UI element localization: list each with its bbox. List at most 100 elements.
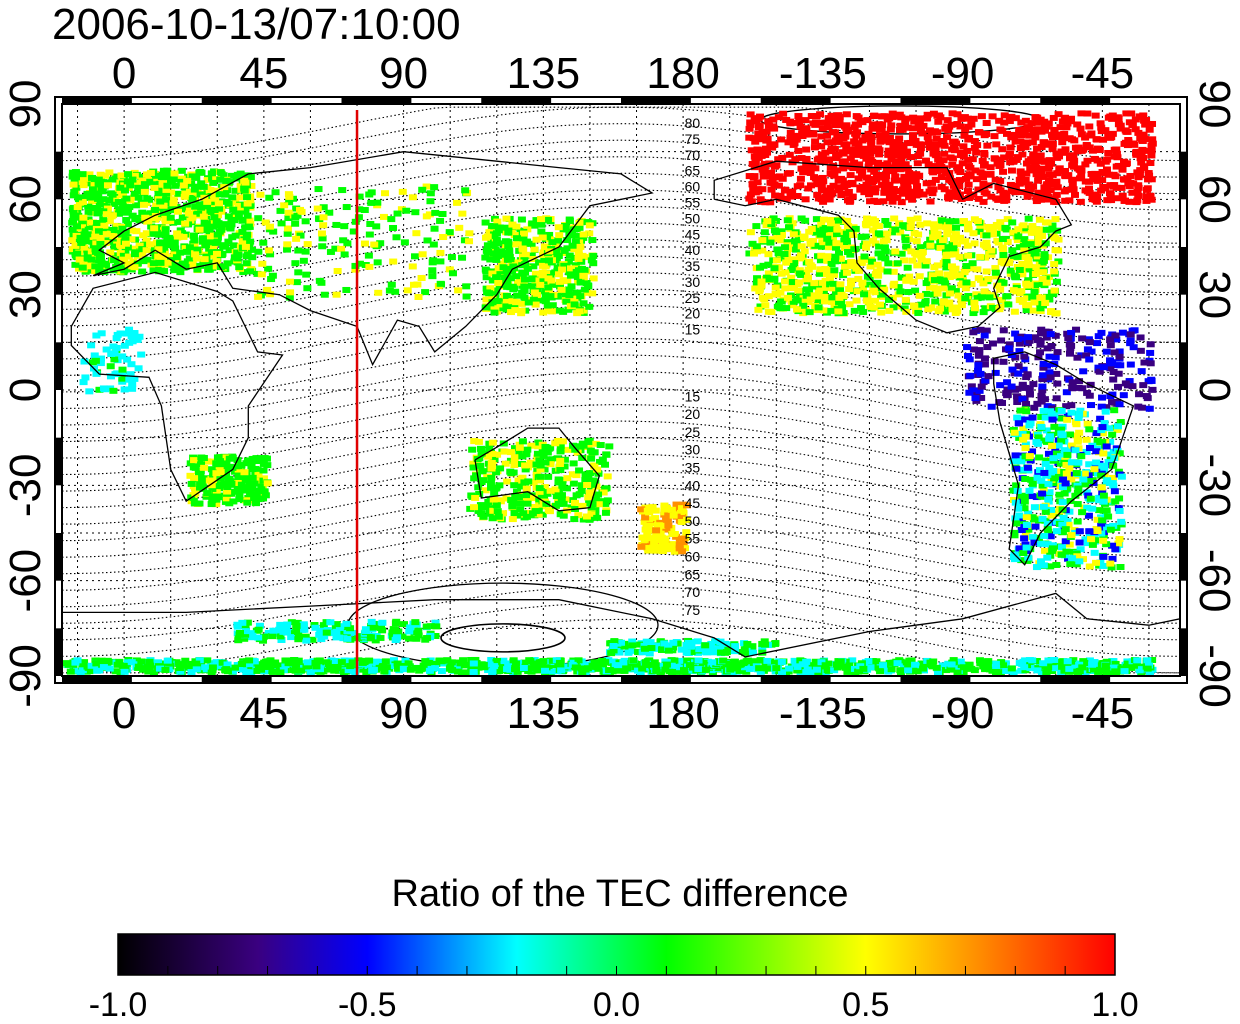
tec-cell [574, 512, 583, 519]
contour-line [62, 453, 1180, 525]
tec-cell [1085, 563, 1094, 570]
tec-cell [503, 256, 512, 263]
tec-cell [1119, 176, 1128, 183]
tec-cell [500, 448, 509, 455]
tec-cell [1021, 225, 1030, 232]
tec-cell [1093, 516, 1102, 523]
tec-cell [190, 475, 199, 482]
tec-cell [764, 251, 773, 258]
tec-cell [1025, 453, 1034, 460]
tec-cell [561, 291, 570, 298]
tec-cell [355, 193, 364, 200]
tec-cell [523, 265, 532, 272]
tec-cell [1074, 436, 1083, 443]
tec-cell [596, 442, 605, 449]
tec-cell [1051, 354, 1060, 361]
tec-cell [917, 141, 926, 148]
tec-cell [1047, 512, 1056, 519]
tec-cell [226, 463, 235, 470]
tec-cell [802, 146, 811, 153]
tec-cell [484, 498, 493, 505]
tec-cell [821, 284, 830, 291]
tec-cell [224, 238, 233, 245]
tec-cell [983, 344, 992, 351]
tec-cell [975, 228, 984, 235]
tec-cell [840, 180, 849, 187]
tec-cell [190, 457, 199, 464]
tec-cell [223, 488, 232, 495]
tec-cell [1111, 332, 1120, 339]
tec-cell [990, 358, 999, 365]
tec-cell [1104, 133, 1113, 140]
tec-cell [1062, 470, 1071, 477]
tec-cell [476, 462, 485, 469]
tec-cell [807, 225, 816, 232]
tec-cell [1115, 450, 1124, 457]
tec-cell [651, 543, 660, 550]
tec-cell [319, 222, 328, 229]
tec-cell [1121, 380, 1130, 387]
tec-cell [651, 547, 660, 554]
tec-cell [1023, 371, 1032, 378]
tec-cell [572, 472, 581, 479]
tec-cell [1019, 366, 1028, 373]
tec-cell [583, 481, 592, 488]
tec-cell [1043, 520, 1052, 527]
tec-cell [1120, 197, 1129, 204]
tec-cell [389, 258, 398, 265]
tec-cell [843, 239, 852, 246]
tec-cell [1132, 199, 1141, 206]
tec-cell [544, 287, 553, 294]
tec-cell [445, 266, 454, 273]
tec-cell [1015, 340, 1024, 347]
tec-cell [817, 151, 826, 158]
tec-cell [826, 217, 835, 224]
tec-cell [109, 267, 118, 274]
tec-cell [1033, 474, 1042, 481]
tec-cell [899, 186, 908, 193]
map-plot-area: 8075706560555045403530252015152025303540… [61, 103, 1181, 677]
tec-cell [564, 446, 573, 453]
tec-cell [538, 234, 547, 241]
tec-cell [1037, 144, 1046, 151]
tec-cell [211, 194, 220, 201]
tec-cell [502, 297, 511, 304]
tec-cell [776, 298, 785, 305]
tec-cell [981, 377, 990, 384]
tec-cell [260, 455, 269, 462]
tec-cell [942, 264, 951, 271]
tec-cell [910, 118, 919, 125]
tec-cell [1081, 161, 1090, 168]
tec-cell [170, 267, 179, 274]
tec-cell [976, 326, 985, 333]
tec-cell [552, 493, 561, 500]
tec-cell [1141, 136, 1150, 143]
tec-cell [470, 438, 479, 445]
tec-cell [851, 121, 860, 128]
tec-cell [564, 258, 573, 265]
tec-cell [831, 258, 840, 265]
tec-cell [1065, 197, 1074, 204]
tec-cell [1031, 134, 1040, 141]
tec-cell [1085, 123, 1094, 130]
tec-cell [1022, 307, 1031, 314]
tec-cell [1025, 190, 1034, 197]
tec-cell [317, 279, 326, 286]
tec-cell [1064, 172, 1073, 179]
tec-cell [581, 471, 590, 478]
tec-cell [178, 260, 187, 267]
tec-cell [842, 269, 851, 276]
tec-cell [149, 267, 158, 274]
tec-cell [963, 220, 972, 227]
tec-cell [252, 491, 261, 498]
tec-cell [889, 168, 898, 175]
tec-cell [756, 113, 765, 120]
tec-cell [761, 302, 770, 309]
tec-cell [283, 241, 292, 248]
tec-cell [156, 239, 165, 246]
tec-cell [812, 225, 821, 232]
tec-cell [135, 242, 144, 249]
tec-cell [128, 176, 137, 183]
tec-cell [1011, 115, 1020, 122]
tec-cell [387, 216, 396, 223]
